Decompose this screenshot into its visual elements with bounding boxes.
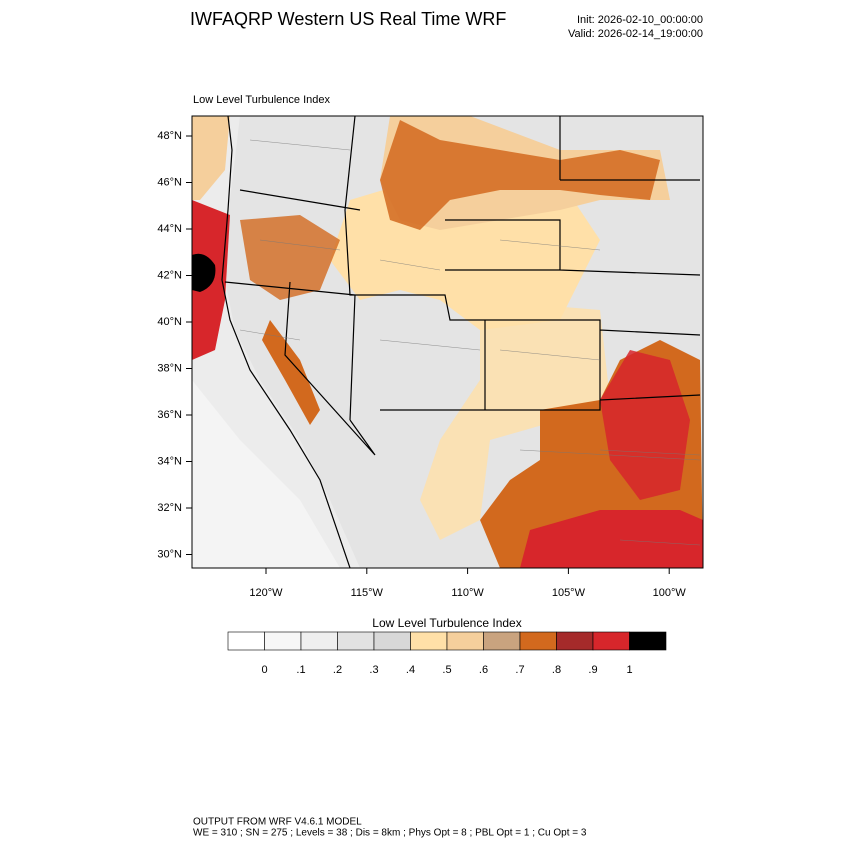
- colorbar-label: .6: [479, 664, 488, 676]
- colorbar-label: .3: [369, 664, 378, 676]
- lat-label: 38°N: [157, 362, 182, 374]
- footer-line: OUTPUT FROM WRF V4.6.1 MODEL: [193, 817, 362, 828]
- title: IWFAQRP Western US Real Time WRF: [190, 9, 506, 29]
- lon-label: 115°W: [351, 587, 384, 599]
- colorbar-box: [300, 631, 338, 651]
- footer-line: WE = 310 ; SN = 275 ; Levels = 38 ; Dis …: [193, 828, 587, 839]
- colorbar-box: [337, 631, 375, 651]
- map: [192, 116, 703, 568]
- map-subtitle: Low Level Turbulence Index: [193, 94, 330, 106]
- colorbar-label: .7: [515, 664, 524, 676]
- colorbar-box: [483, 631, 521, 651]
- colorbar-box: [629, 631, 667, 651]
- colorbar-box: [227, 631, 265, 651]
- lat-axis: 48°N 46°N 44°N 42°N 40°N 38°N 36°N 34°N 32°N 30°N: [157, 130, 192, 560]
- colorbar-label: 0: [261, 664, 267, 676]
- colorbar-box: [556, 631, 594, 651]
- colorbar-box: [592, 631, 630, 651]
- lat-label: 46°N: [157, 176, 182, 188]
- lon-label: 105°W: [552, 587, 586, 599]
- lon-label: 110°W: [451, 587, 484, 599]
- lon-label: 120°W: [249, 587, 283, 599]
- map-frame: [191, 115, 704, 569]
- lon-label: 100°W: [653, 587, 687, 599]
- valid-time: Valid: 2026-02-14_19:00:00: [568, 28, 703, 40]
- lat-label: 42°N: [157, 269, 182, 281]
- colorbar-label: .9: [588, 664, 597, 676]
- colorbar-label: .1: [296, 664, 305, 676]
- lat-label: 44°N: [157, 223, 182, 235]
- colorbar-title: Low Level Turbulence Index: [372, 616, 521, 630]
- colorbar-box: [264, 631, 302, 651]
- colorbar: 0 .1 .2 .3 .4 .5 .6 .7 .8 .9 1: [227, 631, 667, 676]
- colorbar-label: .2: [333, 664, 342, 676]
- lat-label: 30°N: [157, 548, 182, 560]
- colorbar-label: 1: [626, 664, 632, 676]
- lat-label: 34°N: [157, 455, 182, 467]
- lat-label: 32°N: [157, 502, 182, 514]
- colorbar-box: [373, 631, 411, 651]
- init-time: Init: 2026-02-10_00:00:00: [577, 14, 703, 26]
- colorbar-box: [446, 631, 484, 651]
- lat-label: 48°N: [157, 130, 182, 142]
- lon-axis: 120°W 115°W 110°W 105°W 100°W: [249, 568, 686, 599]
- colorbar-box: [410, 631, 448, 651]
- lat-label: 40°N: [157, 316, 182, 328]
- colorbar-label: .8: [552, 664, 561, 676]
- colorbar-label: .5: [442, 664, 451, 676]
- colorbar-label: .4: [406, 664, 415, 676]
- lat-label: 36°N: [157, 409, 182, 421]
- colorbar-box: [519, 631, 557, 651]
